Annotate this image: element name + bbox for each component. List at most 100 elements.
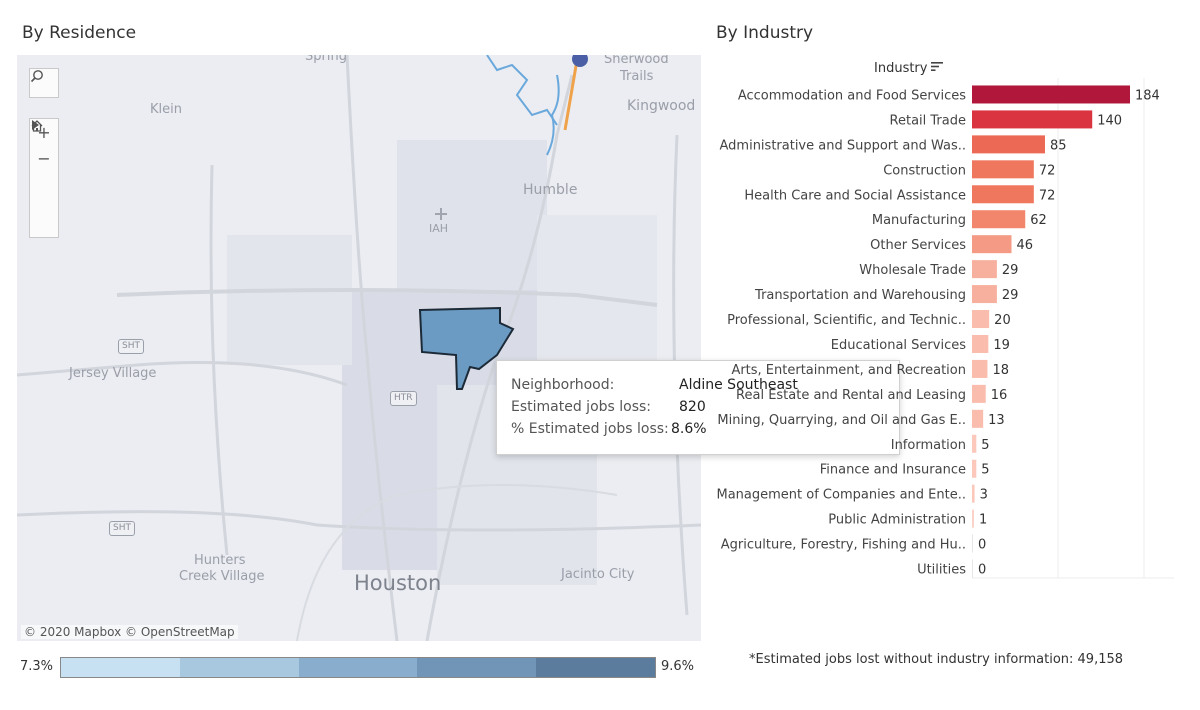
- map-label-trails: Trails: [620, 69, 654, 84]
- aldine-southeast-region[interactable]: [418, 306, 515, 390]
- value-label: 72: [1039, 163, 1056, 178]
- bar[interactable]: [972, 484, 975, 503]
- map-label-houston: Houston: [354, 571, 442, 595]
- map-label-jacinto-city: Jacinto City: [561, 567, 635, 582]
- value-label: 29: [1002, 263, 1019, 278]
- bar[interactable]: [972, 310, 990, 329]
- category-label: Management of Companies and Ente..: [716, 488, 966, 503]
- zoom-out-icon[interactable]: −: [37, 148, 51, 168]
- value-label: 16: [991, 388, 1008, 403]
- play-icon[interactable]: [30, 120, 58, 223]
- value-label: 184: [1135, 88, 1160, 103]
- map-label-kingwood: Kingwood: [627, 98, 696, 114]
- bar[interactable]: [972, 559, 973, 578]
- map-label-jersey-village: Jersey Village: [69, 366, 157, 381]
- bar[interactable]: [972, 85, 1130, 104]
- category-label: Mining, Quarrying, and Oil and Gas E..: [717, 413, 966, 428]
- bar[interactable]: [972, 409, 984, 428]
- category-label: Finance and Insurance: [820, 463, 966, 478]
- bar[interactable]: [972, 235, 1012, 254]
- highway: [345, 55, 399, 641]
- category-label: Construction: [883, 163, 966, 178]
- category-label: Professional, Scientific, and Technic..: [727, 313, 966, 328]
- category-label: Transportation and Warehousing: [754, 288, 966, 303]
- category-label: Information: [891, 438, 966, 453]
- map-search-control[interactable]: [29, 68, 59, 98]
- bar[interactable]: [972, 185, 1034, 204]
- value-label: 20: [994, 313, 1011, 328]
- bar[interactable]: [972, 509, 974, 528]
- bar[interactable]: [972, 359, 988, 378]
- bar[interactable]: [972, 534, 973, 553]
- value-label: 62: [1030, 213, 1047, 228]
- highway: [116, 288, 658, 307]
- bar[interactable]: [972, 110, 1093, 129]
- color-legend: [60, 657, 656, 678]
- bar[interactable]: [972, 334, 989, 353]
- highway-shield: SHT: [109, 521, 135, 536]
- value-label: 46: [1017, 238, 1034, 253]
- interstate-marker-icon: [572, 55, 588, 67]
- legend-max-label: 9.6%: [661, 659, 695, 674]
- residence-section-title: By Residence: [22, 23, 137, 43]
- map-label-humble: Humble: [523, 182, 578, 198]
- home-icon[interactable]: [30, 120, 58, 197]
- category-label: Utilities: [917, 563, 966, 578]
- bar[interactable]: [972, 434, 977, 453]
- legend-swatch: [179, 658, 299, 677]
- map-region: [397, 140, 547, 300]
- value-label: 0: [978, 563, 986, 578]
- map-region: [227, 235, 352, 365]
- value-label: 1: [979, 513, 987, 528]
- bar[interactable]: [972, 285, 997, 304]
- map-copyright[interactable]: © 2020 Mapbox © OpenStreetMap: [21, 625, 238, 639]
- legend-swatch: [536, 658, 655, 677]
- category-label: Arts, Entertainment, and Recreation: [731, 363, 966, 378]
- value-label: 0: [978, 538, 986, 553]
- value-label: 13: [988, 413, 1005, 428]
- river: [546, 74, 560, 156]
- bar[interactable]: [972, 260, 997, 279]
- map-zoom-controls[interactable]: + −: [29, 118, 59, 238]
- category-label: Educational Services: [831, 338, 966, 353]
- category-label: Other Services: [870, 238, 966, 253]
- value-label: 3: [980, 488, 988, 503]
- map-region: [537, 215, 657, 365]
- search-icon[interactable]: [30, 69, 58, 97]
- toll-road: [563, 59, 579, 131]
- tooltip-neighborhood-label: Neighborhood:: [511, 377, 615, 393]
- bar[interactable]: [972, 459, 977, 478]
- map-label-sherwood: Sherwood: [604, 55, 669, 67]
- legend-min-label: 7.3%: [20, 659, 54, 674]
- map-label-hunters: Hunters: [194, 553, 246, 568]
- value-label: 5: [981, 438, 989, 453]
- legend-swatch: [417, 658, 537, 677]
- map-label-klein: Klein: [150, 102, 182, 117]
- map-label-spring: Spring: [305, 55, 347, 64]
- value-label: 29: [1002, 288, 1019, 303]
- value-label: 19: [993, 338, 1010, 353]
- tooltip-jobs-value: 820: [679, 399, 706, 415]
- industry-column-header[interactable]: Industry: [874, 61, 944, 76]
- tooltip-pct-value: 8.6%: [671, 421, 707, 437]
- value-label: 5: [981, 463, 989, 478]
- highway: [17, 361, 348, 387]
- bar[interactable]: [972, 384, 986, 403]
- category-label: Administrative and Support and Was..: [720, 138, 967, 153]
- category-label: Agriculture, Forestry, Fishing and Hu..: [721, 538, 966, 553]
- category-label: Real Estate and Rental and Leasing: [736, 388, 966, 403]
- map-tooltip: Neighborhood: Aldine Southeast Estimated…: [496, 360, 900, 455]
- map-label-iah: IAH: [429, 222, 449, 235]
- map-label-creek-village: Creek Village: [179, 569, 265, 584]
- bar[interactable]: [972, 135, 1045, 154]
- bar[interactable]: [972, 160, 1034, 179]
- highway-shield: HTR: [390, 391, 417, 406]
- legend-swatch: [61, 658, 180, 677]
- highway: [209, 164, 229, 556]
- category-label: Public Administration: [828, 513, 966, 528]
- value-label: 18: [992, 363, 1009, 378]
- sort-icon[interactable]: [931, 61, 944, 76]
- residence-map[interactable]: Spring Klein Sherwood Trails Kingwood Hu…: [17, 55, 701, 641]
- category-label: Manufacturing: [872, 213, 966, 228]
- bar[interactable]: [972, 210, 1026, 229]
